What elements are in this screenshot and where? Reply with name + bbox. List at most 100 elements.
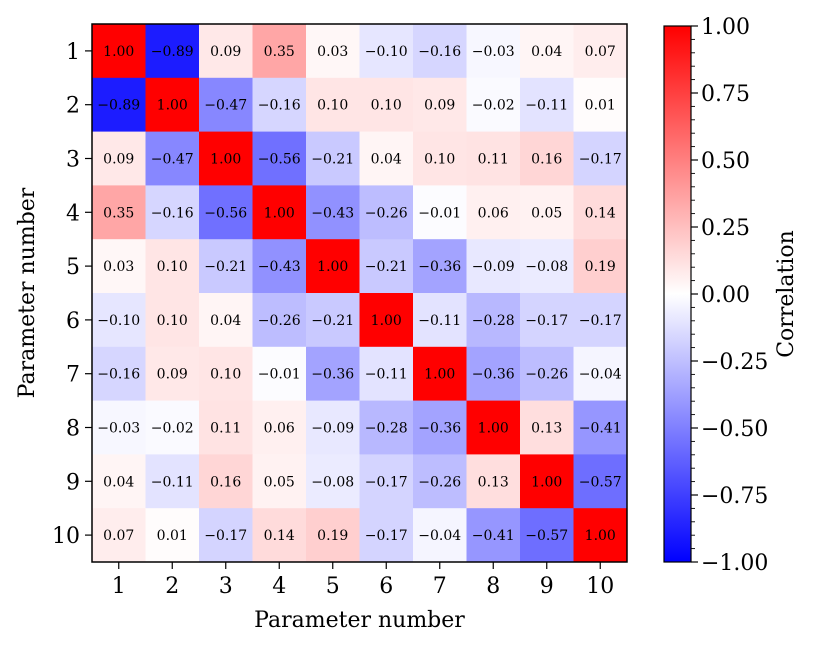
colorbar-tick-label-5: −0.25 <box>701 350 768 375</box>
heatmap-cell-r8-c8 <box>466 400 521 455</box>
heatmap-cell-label-r7-c5: −0.36 <box>311 367 354 383</box>
heatmap-cell-label-r2-c6: 0.10 <box>371 98 402 114</box>
heatmap-cell-label-r2-c8: −0.02 <box>472 98 515 114</box>
heatmap-cell-r9-c9 <box>520 454 574 509</box>
heatmap-cell-r6-c6 <box>359 293 414 348</box>
x-axis-ticks: 1 2 3 4 5 6 7 8 9 10 <box>112 562 614 599</box>
heatmap-cell-r3-c10 <box>573 131 628 186</box>
x-tick-label-9: 9 <box>540 574 554 599</box>
heatmap-cell-r10-c8 <box>466 508 521 563</box>
heatmap-cell-label-r3-c7: 0.10 <box>424 152 455 168</box>
heatmap-cell-r8-c5 <box>306 400 360 455</box>
heatmap-cell-r8-c4 <box>252 400 307 455</box>
heatmap-cell-r6-c7 <box>413 293 467 348</box>
x-tick-label-2: 2 <box>165 574 179 599</box>
heatmap-cell-r1-c8 <box>466 24 521 79</box>
heatmap-cell-r5-c6 <box>359 239 414 294</box>
heatmap-cell-label-r6-c2: 0.10 <box>157 313 188 329</box>
heatmap-cell-label-r1-c1: 1.00 <box>103 44 134 60</box>
heatmap-cell-label-r8-c6: −0.28 <box>365 421 408 437</box>
heatmap-cell-r1-c9 <box>520 24 574 79</box>
heatmap-cell-r10-c2 <box>145 508 200 563</box>
colorbar <box>663 25 692 563</box>
heatmap-cell-label-r5-c10: 0.19 <box>585 259 616 275</box>
heatmap-cell-label-r9-c1: 0.04 <box>103 474 134 490</box>
heatmap-cell-label-r9-c9: 1.00 <box>531 474 562 490</box>
heatmap-cell-r5-c4 <box>252 239 307 294</box>
heatmap-cell-label-r4-c1: 0.35 <box>103 205 134 221</box>
heatmap-cell-r3-c7 <box>413 131 467 186</box>
heatmap-cell-label-r4-c6: −0.26 <box>365 205 408 221</box>
heatmap-cell-r4-c2 <box>145 185 200 240</box>
heatmap-cell-r9-c3 <box>199 454 253 509</box>
heatmap-cell-r3-c9 <box>520 131 574 186</box>
heatmap-cell-label-r3-c1: 0.09 <box>103 152 134 168</box>
heatmap-cell-r1-c4 <box>252 24 307 79</box>
heatmap-cells <box>92 24 628 563</box>
heatmap-cell-label-r10-c7: −0.04 <box>418 528 461 544</box>
heatmap-cell-r6-c3 <box>199 293 253 348</box>
heatmap-cell-r3-c8 <box>466 131 521 186</box>
heatmap-cell-label-r5-c2: 0.10 <box>157 259 188 275</box>
heatmap-cell-label-r2-c9: −0.11 <box>525 98 568 114</box>
heatmap-cell-label-r3-c6: 0.04 <box>371 152 402 168</box>
heatmap-cell-label-r7-c1: −0.16 <box>97 367 140 383</box>
heatmap-cell-r7-c10 <box>573 346 628 401</box>
heatmap-cell-label-r6-c5: −0.21 <box>311 313 354 329</box>
heatmap-cell-r7-c2 <box>145 346 200 401</box>
heatmap-cell-r4-c9 <box>520 185 574 240</box>
heatmap-cell-r4-c7 <box>413 185 467 240</box>
heatmap-cell-label-r4-c4: 1.00 <box>264 205 295 221</box>
heatmap-cell-r1-c2 <box>145 24 200 79</box>
heatmap-cell-label-r2-c3: −0.47 <box>204 98 247 114</box>
heatmap-cell-r5-c9 <box>520 239 574 294</box>
y-tick-label-2: 2 <box>66 94 80 119</box>
heatmap-cell-r8-c7 <box>413 400 467 455</box>
y-tick-label-4: 4 <box>66 201 80 226</box>
heatmap-cell-label-r5-c8: −0.09 <box>472 259 515 275</box>
colorbar-tick-label-1: 0.75 <box>701 82 750 107</box>
heatmap-cell-label-r3-c2: −0.47 <box>151 152 194 168</box>
heatmap-cell-label-r4-c10: 0.14 <box>585 205 616 221</box>
heatmap-cell-r10-c4 <box>252 508 307 563</box>
heatmap-cell-r2-c6 <box>359 77 414 132</box>
heatmap-cell-label-r4-c5: −0.43 <box>311 205 354 221</box>
heatmap-cell-label-r1-c10: 0.07 <box>585 44 616 60</box>
heatmap-cell-label-r8-c2: −0.02 <box>151 421 194 437</box>
heatmap-cell-r1-c3 <box>199 24 253 79</box>
heatmap-cell-label-r6-c7: −0.11 <box>418 313 461 329</box>
heatmap-cell-label-r2-c5: 0.10 <box>317 98 348 114</box>
heatmap-cell-r1-c1 <box>92 24 146 79</box>
heatmap-cell-label-r6-c8: −0.28 <box>472 313 515 329</box>
heatmap-cell-r3-c2 <box>145 131 200 186</box>
heatmap-cell-r6-c10 <box>573 293 628 348</box>
heatmap-cell-label-r7-c2: 0.09 <box>157 367 188 383</box>
heatmap-cell-r10-c6 <box>359 508 414 563</box>
x-tick-label-5: 5 <box>326 574 340 599</box>
heatmap-cell-label-r7-c9: −0.26 <box>525 367 568 383</box>
heatmap-cell-r8-c6 <box>359 400 414 455</box>
heatmap-cell-r4-c5 <box>306 185 360 240</box>
heatmap-cell-r9-c7 <box>413 454 467 509</box>
heatmap-cell-r9-c6 <box>359 454 414 509</box>
colorbar-tick-label-3: 0.25 <box>701 216 750 241</box>
heatmap-cell-label-r9-c3: 0.16 <box>210 474 241 490</box>
y-tick-label-10: 10 <box>52 524 80 549</box>
plot-frame <box>91 23 628 563</box>
heatmap-cell-r8-c3 <box>199 400 253 455</box>
heatmap-cell-r9-c1 <box>92 454 146 509</box>
heatmap-cell-label-r6-c3: 0.04 <box>210 313 241 329</box>
heatmap-cell-r6-c8 <box>466 293 521 348</box>
heatmap-cell-r8-c1 <box>92 400 146 455</box>
heatmap-cell-r6-c2 <box>145 293 200 348</box>
heatmap-cell-r8-c10 <box>573 400 628 455</box>
heatmap-cell-r2-c3 <box>199 77 253 132</box>
heatmap-cell-r4-c4 <box>252 185 307 240</box>
heatmap-cell-r7-c6 <box>359 346 414 401</box>
y-tick-label-3: 3 <box>66 148 80 173</box>
heatmap-cell-label-r7-c6: −0.11 <box>365 367 408 383</box>
heatmap-cell-r2-c10 <box>573 77 628 132</box>
heatmap-cell-label-r7-c7: 1.00 <box>424 367 455 383</box>
heatmap-cell-label-r1-c2: −0.89 <box>151 44 194 60</box>
x-tick-label-1: 1 <box>112 574 126 599</box>
